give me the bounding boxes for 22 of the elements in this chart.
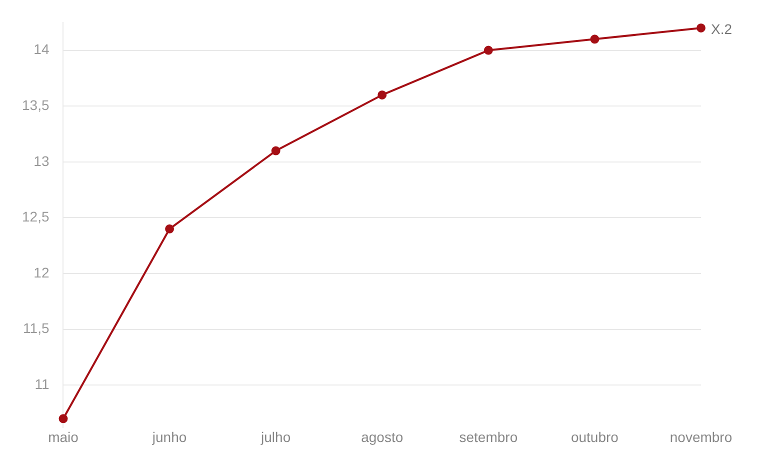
- x-tick-label: outubro: [570, 428, 619, 445]
- x-tick-label: agosto: [361, 428, 404, 445]
- x-tick-label: maio: [48, 428, 79, 445]
- y-tick-label: 12,5: [22, 208, 50, 225]
- y-tick-label: 11: [34, 376, 50, 392]
- y-tick-label: 13: [34, 152, 50, 169]
- series-label: X.2: [711, 20, 732, 37]
- point: [590, 34, 600, 44]
- y-tick-label: 11,5: [23, 320, 50, 336]
- y-tick-label: 13,5: [22, 96, 50, 113]
- point: [271, 146, 280, 156]
- point: [696, 23, 706, 32]
- x-tick-label: junho: [151, 428, 187, 445]
- y-tick-label: 12: [34, 264, 50, 280]
- x-tick-label: novembro: [670, 428, 732, 445]
- point: [484, 46, 493, 55]
- y-tick-label: 14: [34, 41, 50, 58]
- point: [58, 414, 68, 424]
- x-tick-label: setembro: [459, 428, 518, 445]
- point: [165, 224, 174, 234]
- point: [378, 90, 387, 100]
- x-tick-label: julho: [260, 428, 291, 445]
